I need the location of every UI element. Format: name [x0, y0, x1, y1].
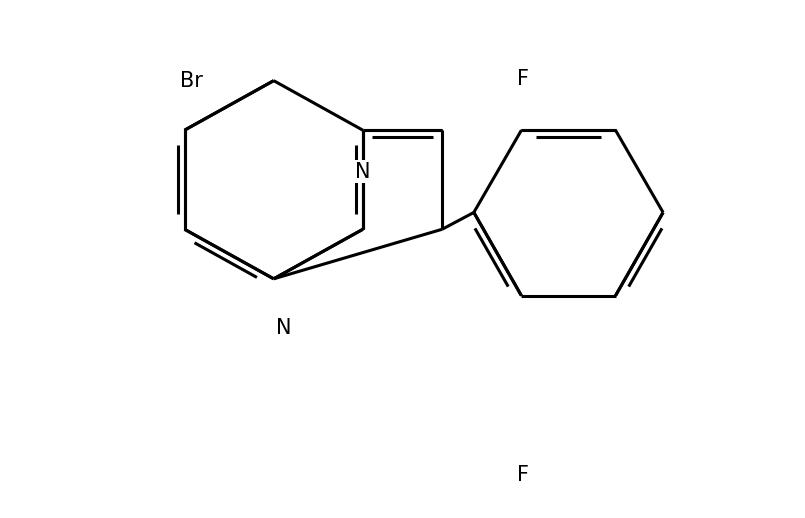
Text: Br: Br	[180, 70, 202, 91]
Text: F: F	[518, 465, 530, 485]
Text: N: N	[355, 162, 370, 182]
Text: F: F	[518, 69, 530, 89]
Text: N: N	[276, 319, 291, 338]
